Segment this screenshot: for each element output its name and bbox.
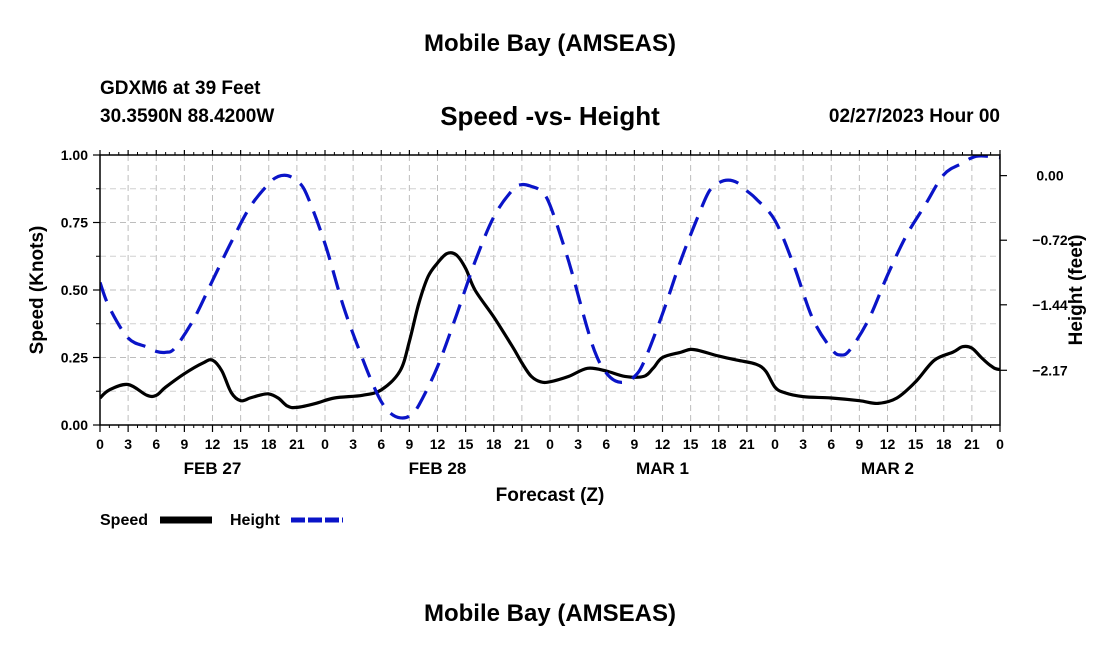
- y-right-tick-label: −0.72: [1032, 232, 1068, 248]
- date-label: FEB 27: [184, 459, 242, 478]
- coordinates-label: 30.3590N 88.4200W: [100, 106, 275, 127]
- legend: Speed Height: [100, 512, 343, 529]
- forecast-datetime: 02/27/2023 Hour 00: [828, 106, 1000, 127]
- grid-lines: [100, 155, 1000, 425]
- x-tick-label: 18: [261, 436, 277, 452]
- x-tick-label: 12: [655, 436, 671, 452]
- main-title: Mobile Bay (AMSEAS): [423, 30, 677, 57]
- x-tick-label: 12: [880, 436, 896, 452]
- x-tick-label: 21: [739, 436, 755, 452]
- x-tick-label: 18: [711, 436, 727, 452]
- x-tick-label: 21: [964, 436, 980, 452]
- x-tick-label: 6: [152, 436, 160, 452]
- x-tick-label: 15: [233, 436, 249, 452]
- y-right-tick-label: 0.00: [1036, 168, 1063, 184]
- legend-label-height: Height: [230, 512, 280, 529]
- y-left-tick-label: 0.00: [61, 417, 88, 433]
- x-tick-label: 12: [430, 436, 446, 452]
- series-layer: [100, 155, 1000, 420]
- x-tick-label: 18: [486, 436, 502, 452]
- x-tick-label: 6: [827, 436, 835, 452]
- y-left-tick-label: 0.50: [61, 282, 88, 298]
- x-tick-label: 0: [96, 436, 104, 452]
- y-left-tick-label: 1.00: [61, 147, 88, 163]
- x-tick-label: 18: [936, 436, 952, 452]
- x-tick-label: 9: [855, 436, 863, 452]
- x-tick-label: 15: [908, 436, 924, 452]
- x-tick-label: 21: [514, 436, 530, 452]
- series-line-speed: [100, 251, 1000, 410]
- y-right-tick-label: −2.17: [1032, 362, 1068, 378]
- repeated-main-title: Mobile Bay (AMSEAS): [423, 600, 677, 627]
- legend-label-speed: Speed: [100, 512, 148, 529]
- x-axis-title: Forecast (Z): [496, 485, 605, 506]
- x-tick-label: 3: [799, 436, 807, 452]
- station-label: GDXM6 at 39 Feet: [100, 78, 261, 99]
- y-left-tick-label: 0.75: [61, 215, 88, 231]
- chart-subtitle: Speed -vs- Height: [440, 101, 660, 131]
- x-tick-label: 0: [996, 436, 1004, 452]
- y-right-tick-label: −1.44: [1032, 297, 1068, 313]
- y-left-tick-label: 0.25: [61, 350, 88, 366]
- x-tick-label: 3: [574, 436, 582, 452]
- date-label: MAR 2: [861, 459, 914, 478]
- date-label: MAR 1: [636, 459, 689, 478]
- x-tick-label: 0: [546, 436, 554, 452]
- x-tick-label: 0: [321, 436, 329, 452]
- x-tick-label: 15: [683, 436, 699, 452]
- x-tick-label: 6: [602, 436, 610, 452]
- date-label: FEB 28: [409, 459, 467, 478]
- x-tick-label: 9: [405, 436, 413, 452]
- x-tick-label: 21: [289, 436, 305, 452]
- x-tick-label: 15: [458, 436, 474, 452]
- x-tick-label: 9: [180, 436, 188, 452]
- x-tick-label: 3: [124, 436, 132, 452]
- x-tick-label: 6: [377, 436, 385, 452]
- y-right-axis-title: Height (feet): [1066, 235, 1087, 346]
- x-tick-label: 12: [205, 436, 221, 452]
- y-left-axis-title: Speed (Knots): [27, 226, 48, 355]
- axes: [93, 150, 1007, 432]
- x-tick-label: 9: [630, 436, 638, 452]
- x-tick-label: 0: [771, 436, 779, 452]
- x-tick-label: 3: [349, 436, 357, 452]
- axis-labels: 0 3 6 9 12 15 18 21 0 3 6 9 12 15 18 21 0 3 6 9 12 15 18 21 0 3 6 9…: [27, 147, 1087, 506]
